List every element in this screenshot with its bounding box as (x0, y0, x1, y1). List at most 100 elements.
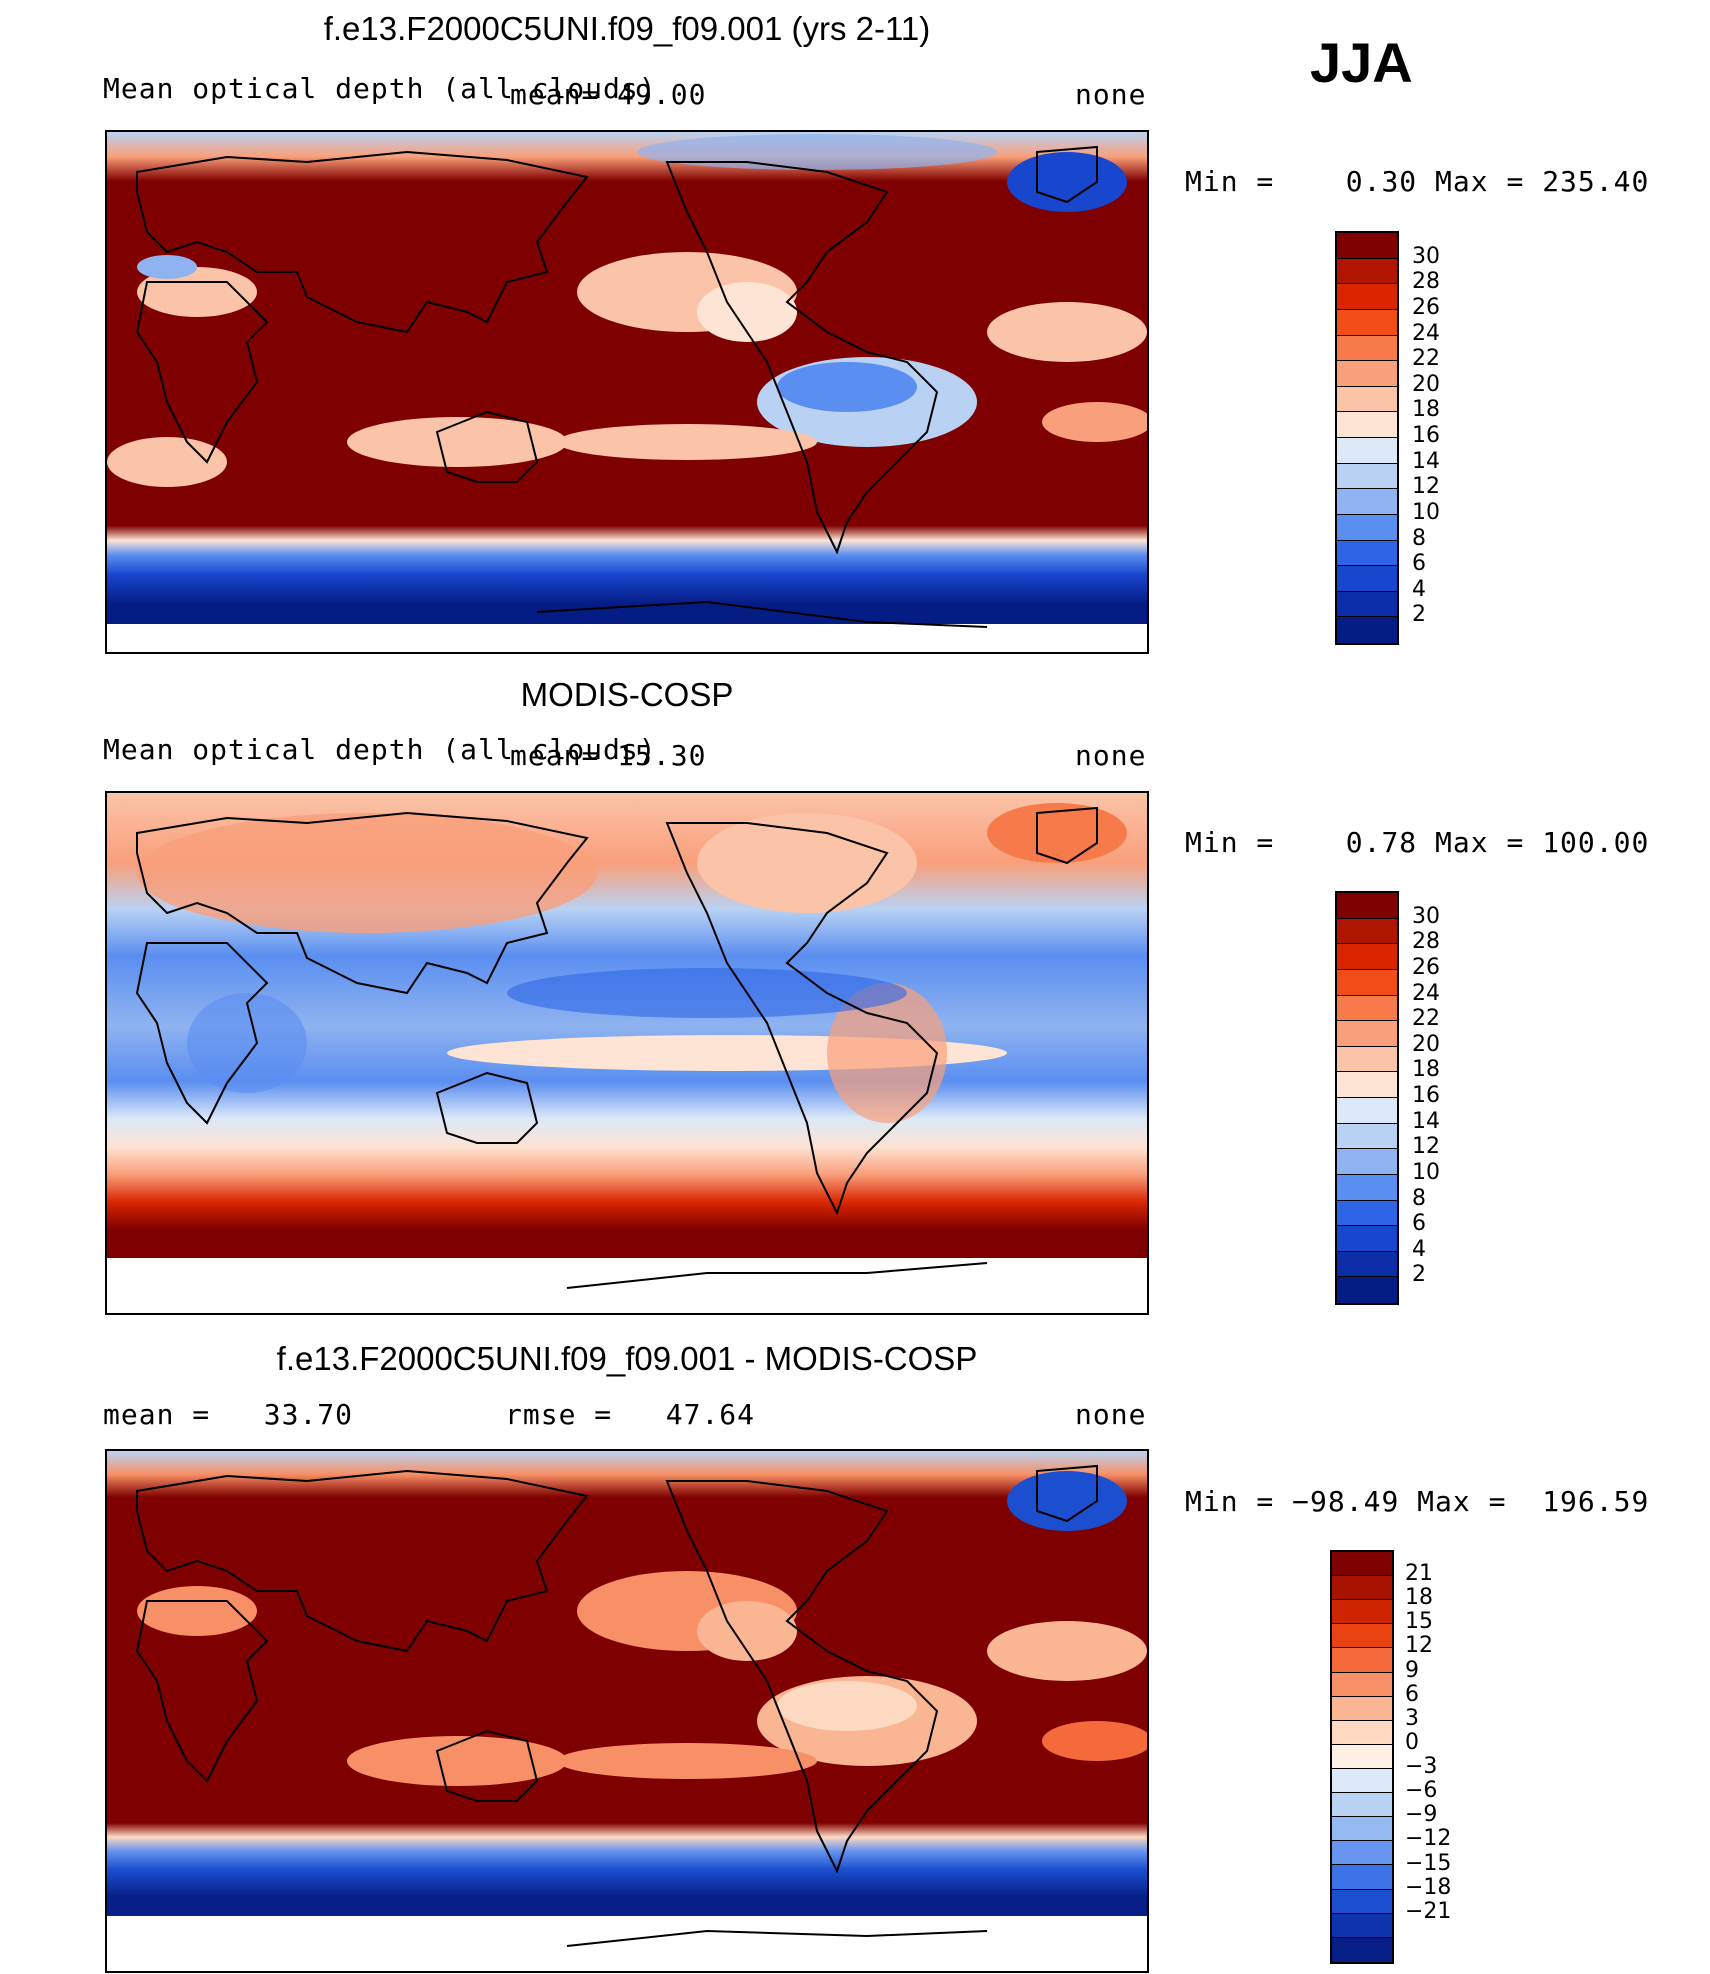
colorbar-band (1337, 284, 1397, 310)
colorbar-tick-label: 12 (1405, 1633, 1433, 1659)
colorbar-tick-label: 10 (1412, 1159, 1440, 1185)
colorbar-band (1337, 1174, 1397, 1201)
colorbar-tick-label: 24 (1412, 320, 1440, 346)
colorbar-band (1337, 386, 1397, 413)
colorbar-tick-label: −6 (1405, 1778, 1438, 1804)
panel1-colorbar (1335, 231, 1399, 645)
colorbar-band (1337, 361, 1397, 387)
colorbar-band (1332, 1865, 1392, 1890)
colorbar-tick-label: 4 (1412, 1236, 1426, 1262)
colorbar-band (1337, 1251, 1397, 1278)
colorbar-tick-label: 18 (1405, 1585, 1433, 1611)
colorbar-band (1332, 1889, 1392, 1914)
colorbar-band (1332, 1768, 1392, 1794)
colorbar-tick-label: 22 (1412, 346, 1440, 372)
colorbar-tick-label: 20 (1412, 371, 1440, 397)
panel1-variable: Mean optical depth (all clouds) (103, 72, 657, 105)
colorbar-band (1337, 1021, 1397, 1047)
colorbar-tick-label: 15 (1405, 1609, 1433, 1635)
colorbar-band (1337, 233, 1397, 259)
colorbar-band (1337, 566, 1397, 592)
panel1-max-value: 235.40 (1542, 165, 1650, 198)
colorbar-band (1337, 1123, 1397, 1150)
colorbar-band (1337, 258, 1397, 285)
panel2-max-label: Max (1435, 826, 1489, 859)
colorbar-tick-label: 26 (1412, 294, 1440, 320)
colorbar-band (1337, 617, 1397, 643)
panel2-min-label: Min (1185, 826, 1239, 859)
panel2-units: none (1075, 739, 1147, 772)
panel3-min-label: Min (1185, 1485, 1239, 1518)
colorbar-band (1337, 335, 1397, 362)
colorbar-band (1332, 1576, 1392, 1601)
colorbar-tick-label: −12 (1405, 1826, 1452, 1852)
colorbar-band (1337, 918, 1397, 945)
panel3-mean-value: 33.70 (263, 1398, 354, 1431)
colorbar-band (1332, 1720, 1392, 1745)
colorbar-band (1332, 1648, 1392, 1673)
panel3-title: f.e13.F2000C5UNI.f09_f09.001 - MODIS-COS… (276, 1340, 978, 1377)
colorbar-tick-label: 20 (1412, 1031, 1440, 1057)
colorbar-band (1337, 1149, 1397, 1175)
colorbar-band (1332, 1624, 1392, 1649)
colorbar-tick-label: 16 (1412, 1083, 1440, 1108)
colorbar-tick-label: 16 (1412, 423, 1440, 448)
colorbar-band (1332, 1817, 1392, 1842)
colorbar-tick-label: 8 (1412, 1185, 1426, 1211)
colorbar-band (1337, 944, 1397, 970)
colorbar-band (1337, 591, 1397, 618)
panel3-colorbar (1330, 1550, 1394, 1964)
colorbar-tick-label: 0 (1405, 1729, 1419, 1755)
colorbar-tick-label: 12 (1412, 1134, 1440, 1160)
panel1-min-label: Min (1185, 165, 1239, 198)
colorbar-band (1332, 1937, 1392, 1962)
colorbar-band (1337, 969, 1397, 996)
colorbar-tick-label: 3 (1405, 1705, 1419, 1731)
colorbar-tick-label: 10 (1412, 499, 1440, 525)
panel2-minmax: Min = 0.78 Max = 100.00 (1185, 826, 1650, 859)
panel3-rmse: rmse = 47.64 (505, 1398, 756, 1431)
colorbar-tick-label: 24 (1412, 980, 1440, 1006)
panel2-colorbar (1335, 891, 1399, 1305)
colorbar-tick-label: 8 (1412, 525, 1426, 551)
colorbar-tick-label: 6 (1412, 551, 1426, 577)
panel3-max-label: Max (1417, 1485, 1471, 1518)
colorbar-band (1337, 1277, 1397, 1303)
colorbar-tick-label: 26 (1412, 954, 1440, 980)
colorbar-band (1337, 1226, 1397, 1252)
colorbar-band (1332, 1696, 1392, 1721)
panel3-units: none (1075, 1398, 1147, 1431)
panel2-map (105, 791, 1149, 1315)
panel1-max-label: Max (1435, 165, 1489, 198)
colorbar-tick-label: −3 (1405, 1754, 1438, 1780)
colorbar-tick-label: 14 (1412, 448, 1440, 474)
colorbar-band (1332, 1793, 1392, 1818)
colorbar-tick-label: −18 (1405, 1874, 1452, 1900)
panel3-max-value: 196.59 (1542, 1485, 1650, 1518)
colorbar-tick-label: 28 (1412, 269, 1440, 295)
colorbar-tick-label: −9 (1405, 1802, 1438, 1828)
panel2-min-value: 0.78 (1345, 826, 1418, 859)
colorbar-band (1332, 1913, 1392, 1938)
panel3-map (105, 1449, 1149, 1973)
panel1-mean-label: mean (510, 78, 582, 111)
panel3-minmax: Min = −98.49 Max = 196.59 (1185, 1485, 1650, 1518)
colorbar-band (1337, 1200, 1397, 1227)
panel1-min-value: 0.30 (1345, 165, 1418, 198)
colorbar-tick-label: 14 (1412, 1108, 1440, 1134)
panel2-title: MODIS-COSP (520, 676, 734, 713)
colorbar-band (1337, 995, 1397, 1022)
colorbar-tick-label: 30 (1412, 903, 1440, 929)
panel1-map-svg (107, 132, 1147, 652)
colorbar-tick-label: 28 (1412, 929, 1440, 955)
colorbar-band (1337, 1046, 1397, 1073)
colorbar-band (1332, 1744, 1392, 1769)
panel1-minmax: Min = 0.30 Max = 235.40 (1185, 165, 1650, 198)
colorbar-band (1332, 1841, 1392, 1866)
colorbar-tick-label: 30 (1412, 243, 1440, 269)
panel1-mean-value: 49.00 (617, 78, 707, 111)
panel1-map (105, 130, 1149, 654)
panel3-mean-label: mean (103, 1398, 175, 1431)
colorbar-tick-label: −21 (1405, 1898, 1452, 1924)
colorbar-band (1337, 893, 1397, 919)
